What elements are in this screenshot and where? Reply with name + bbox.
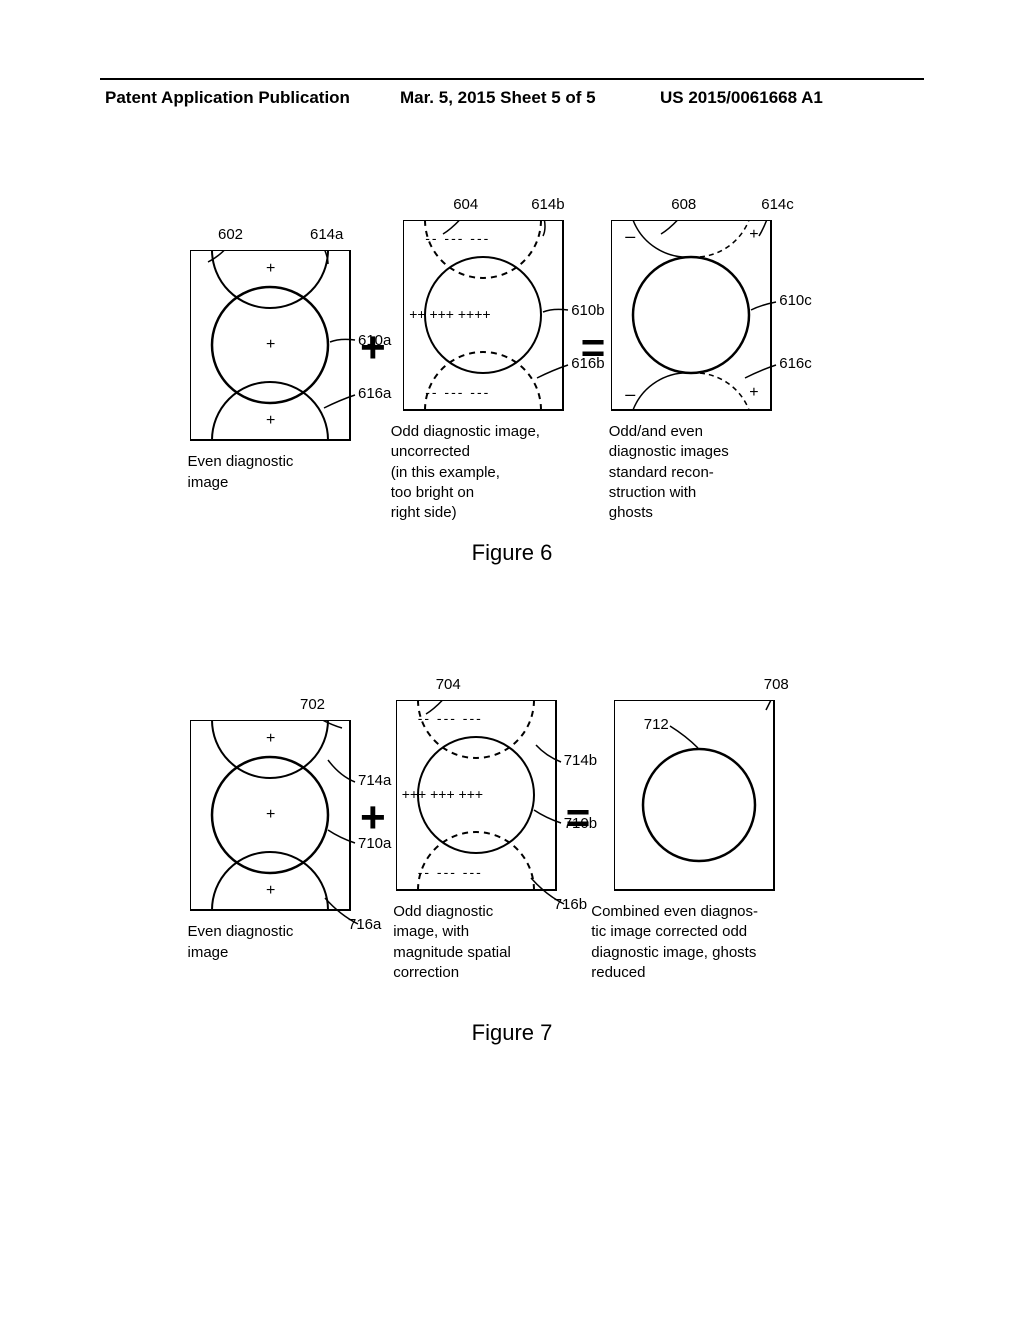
figure-7-row: 702 714a 710a 716a + + + <box>190 700 791 983</box>
plus-row-7b: +++ +++ +++ <box>402 786 483 802</box>
fig7-panel-even: 702 714a 710a 716a + + + <box>190 720 350 963</box>
header-rule <box>100 78 924 80</box>
fig7-panel-odd-box: 704 714b 710b 716b -- --- --- +++ +++ ++… <box>396 700 556 890</box>
ref-702: 702 <box>300 696 325 713</box>
fig6-panel-even: 602 614a 610a 616a <box>190 250 350 493</box>
figure-6-row: 602 614a 610a 616a <box>190 220 771 523</box>
ref-608: 608 <box>671 196 696 213</box>
fig7-panel2-caption: Odd diagnostic image, with magnitude spa… <box>393 902 553 983</box>
header-right: US 2015/0061668 A1 <box>660 88 823 108</box>
fig6-panel-combined: 608 614c 610c 616c <box>611 220 771 523</box>
header-left: Patent Application Publication <box>105 88 350 108</box>
fig6-panel2-caption: Odd diagnostic image, uncorrected (in th… <box>391 422 571 523</box>
fig6-panel3-svg <box>611 220 831 430</box>
ref-616a: 616a <box>358 385 391 402</box>
ref-602: 602 <box>218 226 243 243</box>
ref-716b: 716b <box>554 896 587 913</box>
fig6-panel1-caption: Even diagnostic image <box>188 452 348 493</box>
fig7-panel1-caption: Even diagnostic image <box>188 922 348 963</box>
figure-7-title: Figure 7 <box>472 1020 553 1046</box>
ref-610b: 610b <box>571 302 604 319</box>
ref-714b: 714b <box>564 752 597 769</box>
fig6-panel-odd-box: 604 614b 610b 616b -- --- <box>403 220 563 410</box>
bl-6c: – <box>625 384 635 405</box>
fig7-panel-combined: 708 712 Combined even diagnos- tic image… <box>596 700 791 983</box>
ref-714a: 714a <box>358 772 391 789</box>
ref-610c: 610c <box>779 292 812 309</box>
fig7-panel-combined-box: 708 712 <box>614 700 774 890</box>
plus-row-6b: ++ +++ ++++ <box>409 306 490 322</box>
dash-bot-7b: -- --- --- <box>418 864 483 880</box>
figure-6-title: Figure 6 <box>472 540 553 566</box>
plus-mid-7a: + <box>266 806 275 824</box>
plus-bot-7a: + <box>266 882 275 900</box>
fig6-panel3-caption: Odd/and even diagnostic images standard … <box>609 422 769 523</box>
plus-top-7a: + <box>266 730 275 748</box>
plus-mid-6a: + <box>266 336 275 354</box>
dash-bot-6b: -- --- --- <box>425 384 490 400</box>
fig7-panel-even-box: 702 714a 710a 716a + + + <box>190 720 350 910</box>
ref-716a: 716a <box>348 916 381 933</box>
ref-616c: 616c <box>779 355 812 372</box>
plus-top-6a: + <box>266 260 275 278</box>
ref-704: 704 <box>436 676 461 693</box>
dash-top-6b: -- --- --- <box>425 230 490 246</box>
ref-708: 708 <box>764 676 789 693</box>
fig7-panel-odd: 704 714b 710b 716b -- --- --- +++ +++ ++… <box>396 700 556 983</box>
header-mid: Mar. 5, 2015 Sheet 5 of 5 <box>400 88 596 108</box>
fig6-panel-even-box: 602 614a 610a 616a <box>190 250 350 440</box>
ref-614b: 614b <box>531 196 564 213</box>
fig6-panel-odd: 604 614b 610b 616b -- --- <box>396 220 571 523</box>
tr-6c: + <box>749 226 758 244</box>
tl-6c: – <box>625 226 635 247</box>
fig7-panel3-caption: Combined even diagnos- tic image correct… <box>591 902 791 983</box>
ref-614a: 614a <box>310 226 343 243</box>
plus-bot-6a: + <box>266 412 275 430</box>
ref-604: 604 <box>453 196 478 213</box>
ref-610a: 610a <box>358 332 391 349</box>
br-6c: + <box>749 384 758 402</box>
page: Patent Application Publication Mar. 5, 2… <box>0 0 1024 1320</box>
ref-712: 712 <box>644 716 669 733</box>
ref-710b: 710b <box>564 815 597 832</box>
dash-top-7b: -- --- --- <box>418 710 483 726</box>
fig6-panel-combined-box: 608 614c 610c 616c <box>611 220 771 410</box>
ref-710a: 710a <box>358 835 391 852</box>
ref-616b: 616b <box>571 355 604 372</box>
ref-614c: 614c <box>761 196 794 213</box>
